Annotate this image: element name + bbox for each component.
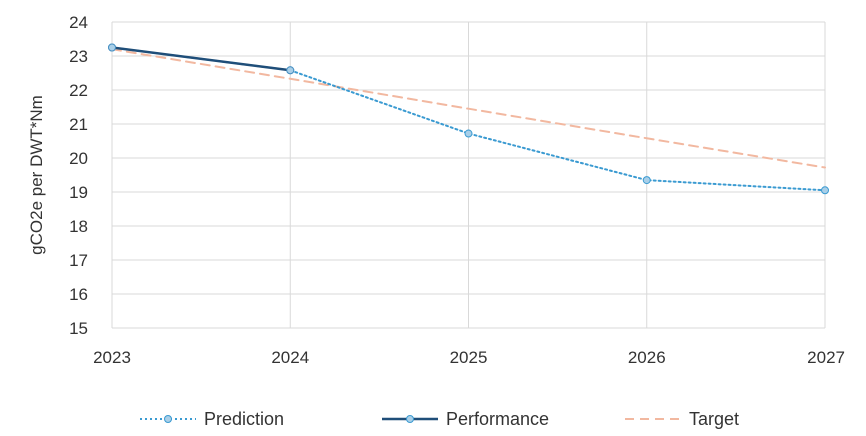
x-tick-label: 2023 <box>93 348 131 367</box>
series-line-target <box>111 48 826 169</box>
data-point-performance <box>286 66 295 75</box>
y-tick-label: 21 <box>69 115 88 134</box>
x-tick-label: 2024 <box>271 348 309 367</box>
legend-label-performance: Performance <box>446 409 549 429</box>
legend-item-prediction: Prediction <box>140 409 284 429</box>
y-axis-ticks: 15 16 17 18 19 20 21 22 23 24 <box>69 13 88 338</box>
y-tick-label: 15 <box>69 319 88 338</box>
y-tick-label: 22 <box>69 81 88 100</box>
y-tick-label: 24 <box>69 13 88 32</box>
x-tick-label: 2027 <box>807 348 845 367</box>
legend-marker-performance <box>406 415 414 423</box>
y-tick-label: 16 <box>69 285 88 304</box>
series-line-performance <box>110 46 292 72</box>
legend-item-performance: Performance <box>382 409 549 429</box>
series-target <box>111 48 826 169</box>
legend-marker-prediction <box>164 415 172 423</box>
legend-label-target: Target <box>689 409 739 429</box>
x-axis-ticks: 2023 2024 2025 2026 2027 <box>93 348 845 367</box>
x-tick-label: 2026 <box>628 348 666 367</box>
data-point-prediction <box>642 176 651 185</box>
legend-item-target: Target <box>625 409 739 429</box>
x-tick-label: 2025 <box>450 348 488 367</box>
data-point-prediction <box>821 186 829 195</box>
series-performance <box>108 43 295 75</box>
data-point-prediction <box>464 129 473 138</box>
series-layer <box>108 43 829 195</box>
y-tick-label: 20 <box>69 149 88 168</box>
y-tick-label: 19 <box>69 183 88 202</box>
y-axis-title: gCO2e per DWT*Nm <box>27 95 46 255</box>
y-tick-label: 23 <box>69 47 88 66</box>
legend-label-prediction: Prediction <box>204 409 284 429</box>
data-point-performance <box>108 43 116 52</box>
y-tick-label: 17 <box>69 251 88 270</box>
y-tick-label: 18 <box>69 217 88 236</box>
legend: Prediction Performance Target <box>140 409 739 429</box>
